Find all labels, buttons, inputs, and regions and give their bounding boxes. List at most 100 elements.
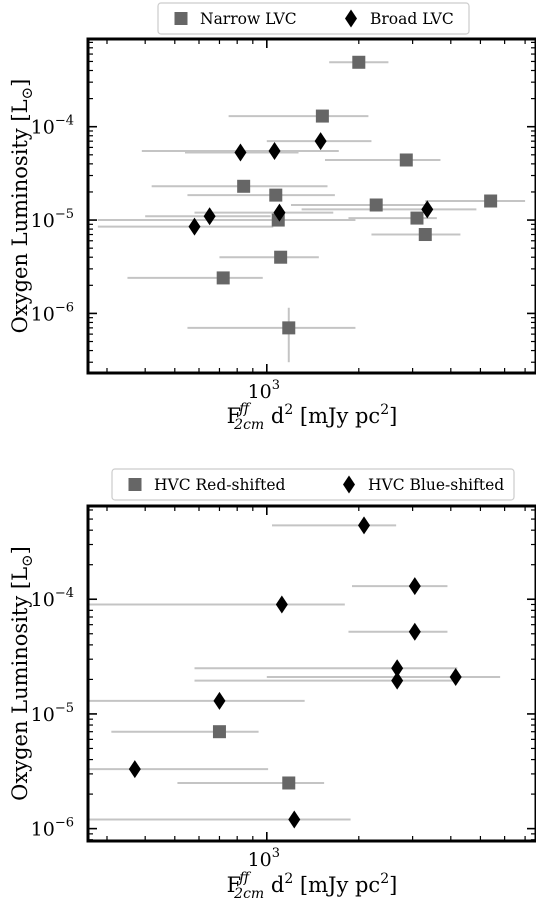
y-tick-label: 10−4 xyxy=(31,586,74,611)
y-tick-label-base: 10 xyxy=(31,303,55,325)
series-2-markers xyxy=(128,516,462,829)
data-point-diamond xyxy=(268,141,281,160)
plot-frame xyxy=(86,37,536,375)
data-point-diamond xyxy=(275,595,288,614)
x-tick-label-exponent: 3 xyxy=(272,846,280,861)
data-point-diamond xyxy=(391,659,404,678)
data-point-square xyxy=(282,321,296,335)
legend: Narrow LVC Broad LVC xyxy=(157,2,470,35)
legend-label: Broad LVC xyxy=(370,10,454,28)
y-tick-label-exponent: −6 xyxy=(55,816,74,831)
data-point-square xyxy=(410,211,424,225)
x-axis-label-distance-exponent: 2 xyxy=(284,871,293,887)
y-axis-label-text: Oxygen Luminosity [L xyxy=(8,567,32,801)
x-axis-label-bracket: ] xyxy=(389,404,397,428)
legend-marker-diamond xyxy=(343,475,355,494)
x-axis-label-bracket: ] xyxy=(389,873,397,897)
x-tick-label: 103 xyxy=(248,846,280,871)
x-axis-label-flux: F xyxy=(227,873,242,897)
data-point-square xyxy=(352,55,366,69)
legend-label: Narrow LVC xyxy=(200,10,297,28)
y-axis-label: Oxygen Luminosity [L⊙] xyxy=(8,79,36,334)
data-point-square xyxy=(418,228,432,242)
legend-marker-diamond xyxy=(345,9,357,28)
x-tick-label-base: 10 xyxy=(248,849,272,871)
y-tick-label: 10−6 xyxy=(31,300,74,325)
x-axis-label-unit-exponent: 2 xyxy=(380,871,389,887)
legend-marker-square xyxy=(128,478,142,491)
x-axis-label: Fff 2cm d2 [mJy pc2] xyxy=(227,870,398,902)
series-1 xyxy=(97,61,526,363)
data-point-diamond xyxy=(188,217,201,236)
x-tick-label: 103 xyxy=(248,378,280,403)
y-axis-label-sun-symbol: ⊙ xyxy=(18,554,36,567)
y-tick-label-base: 10 xyxy=(31,704,55,726)
data-point-diamond xyxy=(128,760,141,779)
y-tick-label: 10−5 xyxy=(31,207,74,232)
data-point-diamond xyxy=(314,132,327,151)
y-tick-label-base: 10 xyxy=(31,589,55,611)
x-axis-label-distance: d xyxy=(264,404,284,428)
x-axis-label-unit: [mJy pc xyxy=(293,873,380,897)
x-axis-label-superscript: ff xyxy=(238,870,251,886)
legend-label: HVC Red-shifted xyxy=(154,476,286,494)
data-point-square xyxy=(282,776,296,790)
x-axis-label-subscript: 2cm xyxy=(233,417,264,433)
x-axis-label-distance: d xyxy=(264,873,284,897)
x-axis-label-flux: F xyxy=(227,404,242,428)
series-1-markers xyxy=(212,725,296,790)
x-axis-label: Fff 2cm d2 [mJy pc2] xyxy=(227,401,398,433)
data-point-square xyxy=(269,188,283,202)
y-axis-label-bracket: ] xyxy=(8,79,32,87)
data-point-diamond xyxy=(449,667,462,686)
y-axis-label-bracket: ] xyxy=(8,546,32,554)
data-point-square xyxy=(484,194,498,208)
data-point-square xyxy=(369,198,383,212)
data-point-diamond xyxy=(213,691,226,710)
data-point-diamond xyxy=(273,203,286,222)
data-point-square xyxy=(237,179,251,193)
y-tick-label-exponent: −5 xyxy=(55,701,74,716)
data-point-diamond xyxy=(391,671,404,690)
y-tick-label: 10−6 xyxy=(31,816,74,841)
data-point-square xyxy=(274,250,288,264)
y-axis-label-sun-symbol: ⊙ xyxy=(18,87,36,100)
data-point-diamond xyxy=(358,516,371,535)
x-axis-label-unit: [mJy pc xyxy=(293,404,380,428)
data-point-diamond xyxy=(408,622,421,641)
data-point-square xyxy=(399,153,413,167)
data-point-diamond xyxy=(234,143,247,162)
x-axis-label-unit-exponent: 2 xyxy=(380,402,389,418)
y-tick-label-exponent: −4 xyxy=(55,586,74,601)
y-axis-label-text: Oxygen Luminosity [L xyxy=(8,99,32,333)
y-tick-label: 10−4 xyxy=(31,114,74,139)
data-point-diamond xyxy=(203,207,216,226)
data-point-square xyxy=(212,725,226,739)
series-1 xyxy=(111,730,325,784)
y-tick-label-base: 10 xyxy=(31,117,55,139)
data-point-diamond xyxy=(408,577,421,596)
x-tick-label-base: 10 xyxy=(248,381,272,403)
legend-frame xyxy=(157,2,470,35)
data-point-diamond xyxy=(288,810,301,829)
legend-frame xyxy=(111,468,515,501)
y-tick-label-base: 10 xyxy=(31,819,55,841)
y-tick-label-exponent: −4 xyxy=(55,114,74,129)
y-axis-label: Oxygen Luminosity [L⊙] xyxy=(8,546,36,801)
legend-label: HVC Blue-shifted xyxy=(368,476,504,494)
data-point-square xyxy=(315,109,329,123)
data-point-diamond xyxy=(421,200,434,219)
x-axis-label-distance-exponent: 2 xyxy=(284,402,293,418)
x-tick-label-exponent: 3 xyxy=(272,378,280,393)
y-tick-label: 10−5 xyxy=(31,701,74,726)
x-axis-label-subscript: 2cm xyxy=(233,886,264,902)
series-2 xyxy=(88,524,501,821)
legend: HVC Red-shifted HVC Blue-shifted xyxy=(111,468,515,501)
x-axis-label-superscript: ff xyxy=(238,401,251,417)
data-point-square xyxy=(216,271,230,285)
plot-frame xyxy=(86,504,536,843)
y-tick-label-exponent: −6 xyxy=(55,300,74,315)
